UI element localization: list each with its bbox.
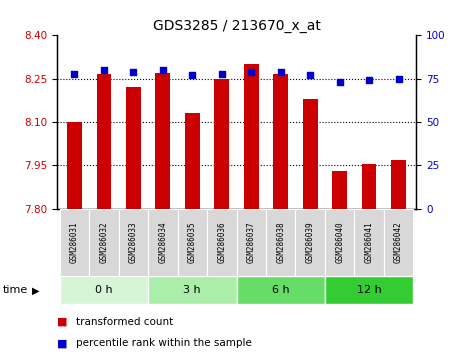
Bar [325,276,413,304]
Text: GSM286040: GSM286040 [335,222,344,263]
Text: GSM286038: GSM286038 [276,222,285,263]
Bar [96,74,111,209]
Text: GSM286041: GSM286041 [365,222,374,263]
Bar [185,114,200,209]
Bar [236,209,266,276]
Bar [148,276,236,304]
Text: 12 h: 12 h [357,285,381,295]
Point [336,79,343,85]
Bar [325,209,354,276]
Text: ■: ■ [57,317,67,327]
Text: ■: ■ [57,338,67,348]
Bar [303,99,317,209]
Bar [89,209,119,276]
Bar [296,209,325,276]
Point [70,71,78,76]
Text: 3 h: 3 h [184,285,201,295]
Point [277,69,284,75]
Point [365,78,373,83]
Bar [244,64,259,209]
Point [189,73,196,78]
Bar [273,74,288,209]
Point [130,69,137,75]
Bar [207,209,236,276]
Text: 6 h: 6 h [272,285,289,295]
Text: GSM286036: GSM286036 [217,222,226,263]
Bar [362,164,377,209]
Point [218,71,226,76]
Text: GSM286039: GSM286039 [306,222,315,263]
Bar [156,73,170,209]
Bar [67,122,82,209]
Bar [177,209,207,276]
Text: GSM286033: GSM286033 [129,222,138,263]
Bar [60,276,148,304]
Text: GSM286037: GSM286037 [247,222,256,263]
Bar [60,209,89,276]
Point [159,67,166,73]
Point [247,69,255,75]
Text: GSM286042: GSM286042 [394,222,403,263]
Text: 0 h: 0 h [95,285,113,295]
Text: GSM286034: GSM286034 [158,222,167,263]
Bar [126,87,141,209]
Point [395,76,403,81]
Bar [391,160,406,209]
Bar [332,171,347,209]
Bar [266,209,296,276]
Text: percentile rank within the sample: percentile rank within the sample [76,338,252,348]
Text: GSM286032: GSM286032 [99,222,108,263]
Bar [119,209,148,276]
Title: GDS3285 / 213670_x_at: GDS3285 / 213670_x_at [153,19,320,33]
Text: GSM286035: GSM286035 [188,222,197,263]
Point [100,67,108,73]
Bar [354,209,384,276]
Bar [384,209,413,276]
Point [307,73,314,78]
Bar [214,79,229,209]
Bar [236,276,325,304]
Text: ▶: ▶ [32,285,39,295]
Text: transformed count: transformed count [76,317,173,327]
Text: GSM286031: GSM286031 [70,222,79,263]
Bar [148,209,177,276]
Text: time: time [2,285,27,295]
